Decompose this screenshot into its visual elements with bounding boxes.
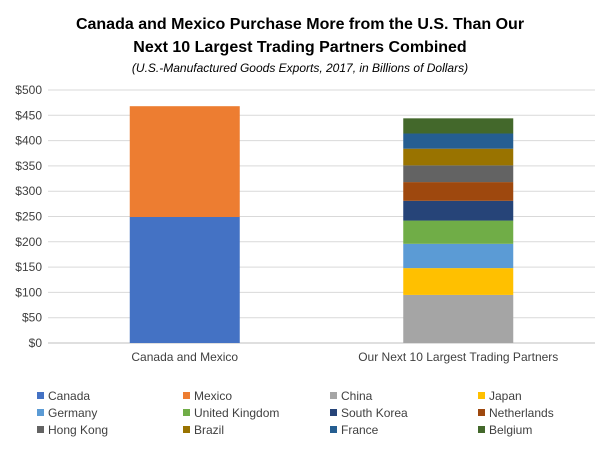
legend-swatch: [37, 409, 44, 416]
bar-segment-south-korea: [403, 201, 513, 221]
y-tick-label: $250: [15, 210, 42, 224]
chart-title-line-1: Canada and Mexico Purchase More from the…: [76, 16, 524, 33]
legend-item: China: [330, 389, 373, 403]
legend-swatch: [183, 426, 190, 433]
legend-label: Canada: [48, 389, 90, 403]
legend-swatch: [330, 426, 337, 433]
legend-item: South Korea: [330, 406, 408, 420]
legend-label: Brazil: [194, 423, 224, 437]
legend-label: Japan: [489, 389, 522, 403]
y-tick-label: $50: [22, 311, 42, 325]
legend-label: Hong Kong: [48, 423, 108, 437]
legend-label: China: [341, 389, 373, 403]
bar-segment-brazil: [403, 149, 513, 166]
y-tick-label: $100: [15, 285, 42, 299]
legend-swatch: [478, 426, 485, 433]
y-tick-label: $0: [29, 336, 43, 350]
bars: [130, 106, 514, 343]
legend-item: Hong Kong: [37, 423, 108, 437]
legend-swatch: [330, 409, 337, 416]
legend-label: United Kingdom: [194, 406, 279, 420]
bar-segment-japan: [403, 268, 513, 295]
legend-item: France: [330, 423, 379, 437]
y-tick-label: $400: [15, 134, 42, 148]
legend-item: Canada: [37, 389, 90, 403]
x-category-label: Canada and Mexico: [131, 350, 238, 364]
legend-swatch: [478, 409, 485, 416]
bar-segment-canada: [130, 217, 240, 343]
legend-item: Belgium: [478, 423, 532, 437]
legend-item: United Kingdom: [183, 406, 279, 420]
legend: Canada Mexico China Japan Germany United King…: [37, 389, 554, 437]
y-tick-label: $350: [15, 159, 42, 173]
bar-segment-hong-kong: [403, 165, 513, 182]
x-category-label: Our Next 10 Largest Trading Partners: [358, 350, 558, 364]
y-tick-label: $150: [15, 260, 42, 274]
x-axis: Canada and Mexico Our Next 10 Largest Tra…: [131, 350, 558, 364]
bar-segment-france: [403, 134, 513, 149]
bar-segment-mexico: [130, 106, 240, 217]
y-axis-ticks: $0 $50 $100 $150 $200 $250 $300 $350 $400 $450 $50…: [15, 83, 42, 350]
bar-segment-germany: [403, 244, 513, 268]
legend-swatch: [37, 392, 44, 399]
legend-label: Mexico: [194, 389, 232, 403]
bar-segment-belgium: [403, 118, 513, 133]
y-tick-label: $500: [15, 83, 42, 97]
legend-swatch: [183, 409, 190, 416]
legend-label: Netherlands: [489, 406, 554, 420]
y-tick-label: $300: [15, 184, 42, 198]
legend-swatch: [183, 392, 190, 399]
legend-swatch: [478, 392, 485, 399]
legend-item: Netherlands: [478, 406, 554, 420]
y-tick-label: $200: [15, 235, 42, 249]
y-tick-label: $450: [15, 108, 42, 122]
legend-swatch: [330, 392, 337, 399]
chart-subtitle: (U.S.-Manufactured Goods Exports, 2017, …: [132, 61, 468, 75]
bar-segment-netherlands: [403, 182, 513, 201]
legend-item: Mexico: [183, 389, 232, 403]
legend-item: Brazil: [183, 423, 224, 437]
legend-label: South Korea: [341, 406, 408, 420]
legend-label: Belgium: [489, 423, 532, 437]
bar-segment-china: [403, 295, 513, 343]
bar-segment-united-kingdom: [403, 221, 513, 244]
legend-label: Germany: [48, 406, 97, 420]
legend-swatch: [37, 426, 44, 433]
legend-item: Germany: [37, 406, 97, 420]
legend-item: Japan: [478, 389, 522, 403]
chart-title-line-2: Next 10 Largest Trading Partners Combine…: [133, 39, 466, 56]
legend-label: France: [341, 423, 379, 437]
